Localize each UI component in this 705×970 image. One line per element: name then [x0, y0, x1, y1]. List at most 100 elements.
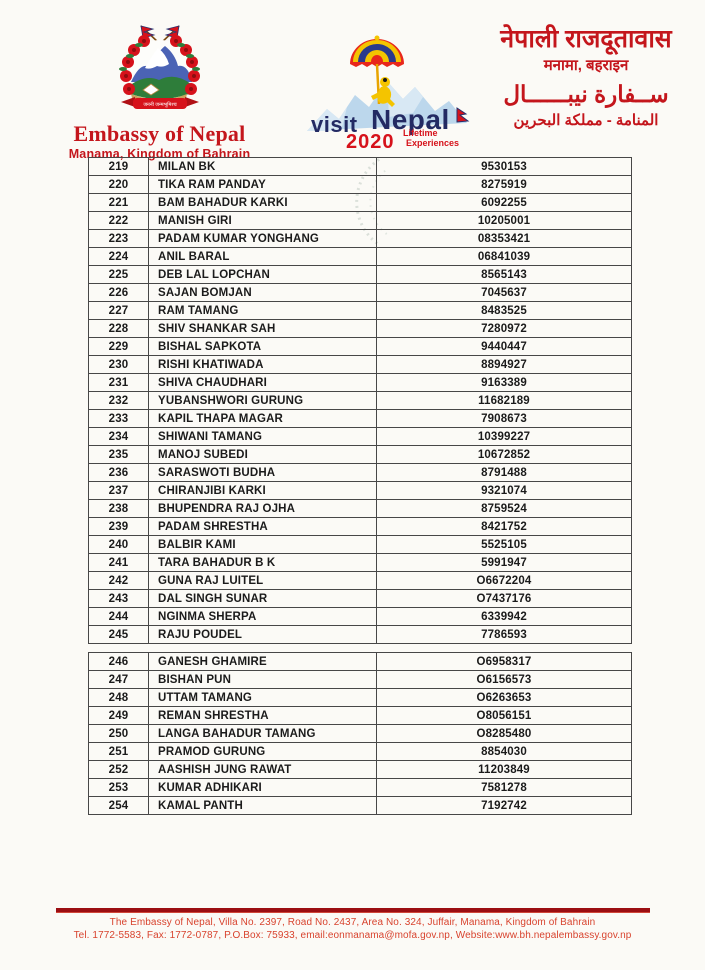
row-number: 230 — [88, 355, 149, 374]
row-name: NGINMA SHERPA — [148, 607, 377, 626]
row-phone: 9530153 — [376, 157, 632, 176]
row-number: 234 — [88, 427, 149, 446]
roster-table-section-2: 246 GANESH GHAMIRE O6958317 247 BISHAN PUN O6… — [88, 652, 632, 815]
row-name: PADAM KUMAR YONGHANG — [148, 229, 377, 248]
row-name: SARASWOTI BUDHA — [148, 463, 377, 482]
row-name: BHUPENDRA RAJ OJHA — [148, 499, 377, 518]
visit-nepal-2020-logo: visit Nepal 2020 Lifetime Experiences — [305, 26, 475, 158]
row-name: PADAM SHRESTHA — [148, 517, 377, 536]
row-phone: 9440447 — [376, 337, 632, 356]
row-number: 223 — [88, 229, 149, 248]
table-row: 224 ANIL BARAL 06841039 — [88, 247, 632, 266]
row-number: 224 — [88, 247, 149, 266]
page-footer: The Embassy of Nepal, Villa No. 2397, Ro… — [0, 908, 705, 941]
table-row: 231 SHIVA CHAUDHARI 9163389 — [88, 373, 632, 392]
row-name: KAMAL PANTH — [148, 796, 377, 815]
row-name: AASHISH JUNG RAWAT — [148, 760, 377, 779]
roster-table-area: 219 MILAN BK 9530153 220 TIKA RAM PANDAY 8275… — [88, 157, 632, 815]
table-row: 221 BAM BAHADUR KARKI 6092255 — [88, 193, 632, 212]
row-name: SHIVA CHAUDHARI — [148, 373, 377, 392]
row-phone: 10399227 — [376, 427, 632, 446]
table-row: 243 DAL SINGH SUNAR O7437176 — [88, 589, 632, 608]
table-row: 235 MANOJ SUBEDI 10672852 — [88, 445, 632, 464]
footer-address-line: The Embassy of Nepal, Villa No. 2397, Ro… — [109, 917, 596, 928]
table-row: 220 TIKA RAM PANDAY 8275919 — [88, 175, 632, 194]
row-phone: 8854030 — [376, 742, 632, 761]
nepal-emblem-icon: जननी जन्मभूमिश्च — [118, 25, 200, 109]
row-phone: 9163389 — [376, 373, 632, 392]
visit-nepal-tagline-experiences: Experiences — [406, 138, 460, 148]
row-number: 233 — [88, 409, 149, 428]
row-number: 247 — [88, 670, 149, 689]
row-number: 226 — [88, 283, 149, 302]
row-number: 246 — [88, 652, 149, 671]
table-row: 241 TARA BAHADUR B K 5991947 — [88, 553, 632, 572]
visit-nepal-year: 2020 — [346, 131, 395, 153]
table-row: 227 RAM TAMANG 8483525 — [88, 301, 632, 320]
row-number: 227 — [88, 301, 149, 320]
row-phone: 5525105 — [376, 535, 632, 554]
table-row: 252 AASHISH JUNG RAWAT 11203849 — [88, 760, 632, 779]
row-name: BISHAN PUN — [148, 670, 377, 689]
row-name: CHIRANJIBI KARKI — [148, 481, 377, 500]
row-phone: 5991947 — [376, 553, 632, 572]
row-number: 221 — [88, 193, 149, 212]
row-number: 253 — [88, 778, 149, 797]
table-row: 239 PADAM SHRESTHA 8421752 — [88, 517, 632, 536]
row-number: 240 — [88, 535, 149, 554]
row-number: 242 — [88, 571, 149, 590]
row-name: SHIWANI TAMANG — [148, 427, 377, 446]
row-phone: 8565143 — [376, 265, 632, 284]
row-number: 228 — [88, 319, 149, 338]
row-number: 236 — [88, 463, 149, 482]
row-number: 243 — [88, 589, 149, 608]
table-row: 253 KUMAR ADHIKARI 7581278 — [88, 778, 632, 797]
row-name: TIKA RAM PANDAY — [148, 175, 377, 194]
row-phone: 06841039 — [376, 247, 632, 266]
table-row: 248 UTTAM TAMANG O6263653 — [88, 688, 632, 707]
table-row: 225 DEB LAL LOPCHAN 8565143 — [88, 265, 632, 284]
row-name: SHIV SHANKAR SAH — [148, 319, 377, 338]
roster-table-section-1: 219 MILAN BK 9530153 220 TIKA RAM PANDAY 8275… — [88, 157, 632, 644]
row-number: 225 — [88, 265, 149, 284]
arabic-subtitle: المنامة - مملكة البحرين — [513, 111, 659, 129]
embassy-header-right: नेपाली राजदूतावास मनामा, बहराइन ســفارة … — [472, 25, 700, 129]
table-row: 219 MILAN BK 9530153 — [88, 157, 632, 176]
row-phone: 11682189 — [376, 391, 632, 410]
row-name: PRAMOD GURUNG — [148, 742, 377, 761]
row-name: SAJAN BOMJAN — [148, 283, 377, 302]
footer-contact-line: Tel. 1772-5583, Fax: 1772-0787, P.O.Box:… — [73, 930, 632, 941]
row-phone: 7280972 — [376, 319, 632, 338]
row-phone: 8483525 — [376, 301, 632, 320]
row-name: KUMAR ADHIKARI — [148, 778, 377, 797]
row-number: 251 — [88, 742, 149, 761]
row-phone: 6092255 — [376, 193, 632, 212]
row-number: 222 — [88, 211, 149, 230]
row-number: 241 — [88, 553, 149, 572]
row-phone: 7581278 — [376, 778, 632, 797]
row-phone: 8894927 — [376, 355, 632, 374]
row-name: RAM TAMANG — [148, 301, 377, 320]
row-number: 237 — [88, 481, 149, 500]
table-row: 242 GUNA RAJ LUITEL O6672204 — [88, 571, 632, 590]
table-row: 250 LANGA BAHADUR TAMANG O8285480 — [88, 724, 632, 743]
row-number: 229 — [88, 337, 149, 356]
row-name: REMAN SHRESTHA — [148, 706, 377, 725]
row-phone: O8285480 — [376, 724, 632, 743]
row-name: GANESH GHAMIRE — [148, 652, 377, 671]
row-phone: 8791488 — [376, 463, 632, 482]
row-number: 238 — [88, 499, 149, 518]
row-name: MANISH GIRI — [148, 211, 377, 230]
table-row: 234 SHIWANI TAMANG 10399227 — [88, 427, 632, 446]
table-row: 223 PADAM KUMAR YONGHANG 08353421 — [88, 229, 632, 248]
row-name: YUBANSHWORI GURUNG — [148, 391, 377, 410]
table-row: 237 CHIRANJIBI KARKI 9321074 — [88, 481, 632, 500]
visit-nepal-word-visit: visit — [311, 112, 358, 137]
table-section-gap — [88, 644, 622, 652]
row-phone: 6339942 — [376, 607, 632, 626]
row-number: 232 — [88, 391, 149, 410]
table-row: 222 MANISH GIRI 10205001 — [88, 211, 632, 230]
table-row: 247 BISHAN PUN O6156573 — [88, 670, 632, 689]
table-row: 246 GANESH GHAMIRE O6958317 — [88, 652, 632, 671]
row-number: 231 — [88, 373, 149, 392]
